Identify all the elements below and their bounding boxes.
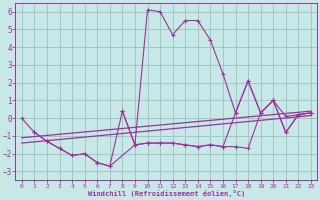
X-axis label: Windchill (Refroidissement éolien,°C): Windchill (Refroidissement éolien,°C)	[88, 190, 245, 197]
